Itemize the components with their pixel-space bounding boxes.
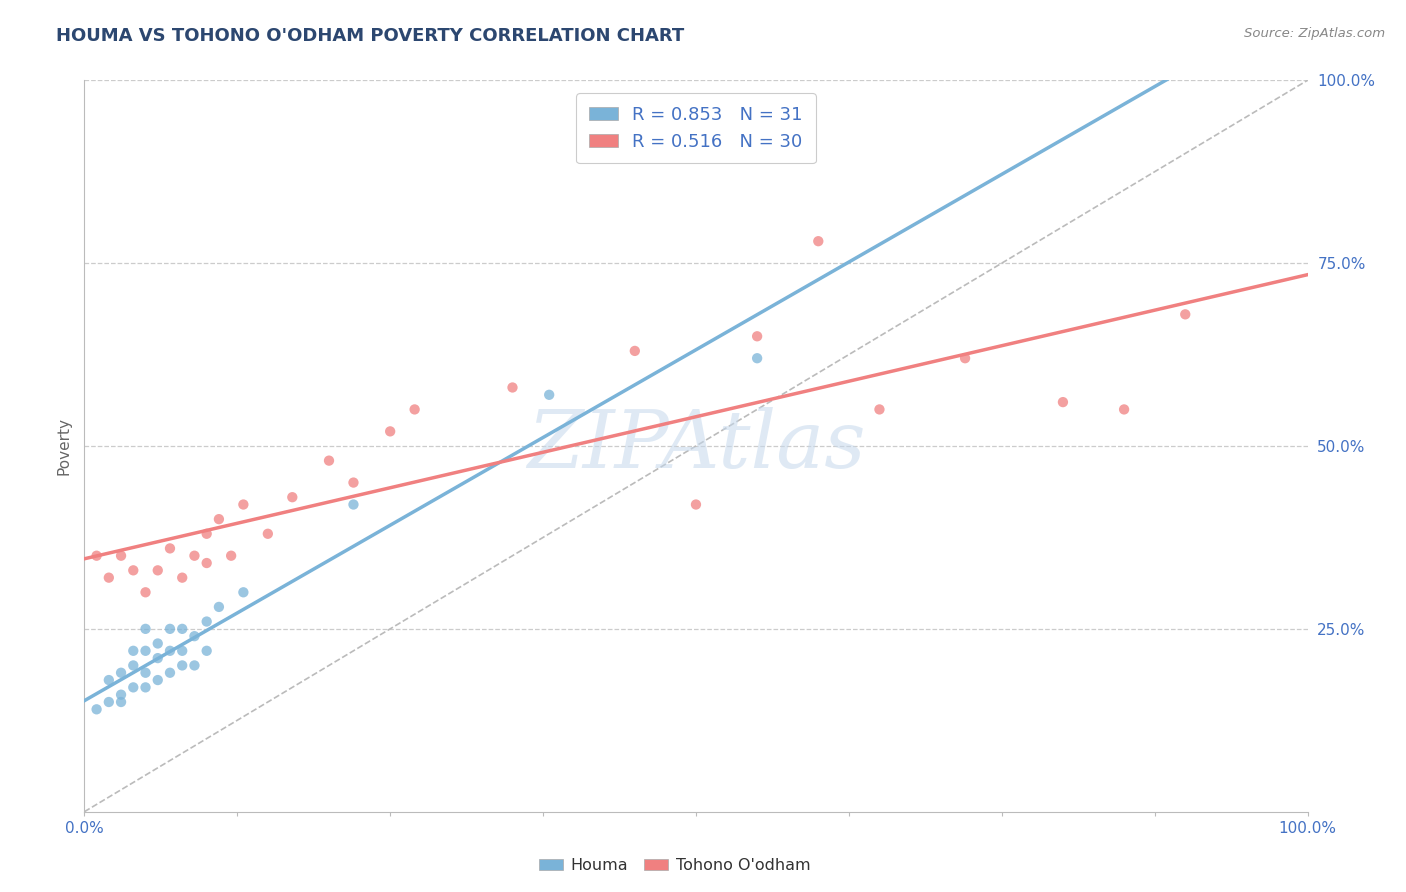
Point bbox=[342, 475, 364, 490]
Point bbox=[195, 615, 218, 629]
Point bbox=[135, 681, 157, 695]
Text: HOUMA VS TOHONO O'ODHAM POVERTY CORRELATION CHART: HOUMA VS TOHONO O'ODHAM POVERTY CORRELAT… bbox=[56, 27, 685, 45]
Point bbox=[135, 665, 157, 680]
Point bbox=[146, 673, 169, 687]
Point bbox=[159, 644, 181, 658]
Point bbox=[232, 498, 254, 512]
Point bbox=[281, 490, 304, 504]
Point bbox=[232, 585, 254, 599]
Point bbox=[538, 388, 561, 402]
Point bbox=[172, 658, 194, 673]
Point bbox=[953, 351, 976, 366]
Legend: Houma, Tohono O'odham: Houma, Tohono O'odham bbox=[533, 852, 817, 880]
Point bbox=[86, 549, 108, 563]
Point bbox=[135, 622, 157, 636]
Point bbox=[869, 402, 891, 417]
Point bbox=[318, 453, 340, 467]
Point bbox=[135, 644, 157, 658]
Point bbox=[195, 644, 218, 658]
Point bbox=[122, 658, 145, 673]
Point bbox=[110, 695, 132, 709]
Point bbox=[747, 351, 769, 366]
Text: ZIPAtlas: ZIPAtlas bbox=[527, 408, 865, 484]
Y-axis label: Poverty: Poverty bbox=[56, 417, 72, 475]
Point bbox=[172, 571, 194, 585]
Point bbox=[97, 571, 120, 585]
Point bbox=[159, 622, 181, 636]
Point bbox=[183, 629, 205, 643]
Point bbox=[183, 549, 205, 563]
Point bbox=[172, 644, 194, 658]
Point bbox=[122, 644, 145, 658]
Point bbox=[257, 526, 280, 541]
Point bbox=[342, 498, 364, 512]
Point bbox=[380, 425, 402, 439]
Point bbox=[110, 549, 132, 563]
Point bbox=[97, 673, 120, 687]
Point bbox=[807, 234, 830, 248]
Point bbox=[1052, 395, 1074, 409]
Point bbox=[110, 665, 132, 680]
Point bbox=[122, 563, 145, 577]
Point bbox=[135, 585, 157, 599]
Point bbox=[219, 549, 242, 563]
Point bbox=[86, 702, 108, 716]
Point bbox=[110, 688, 132, 702]
Point bbox=[624, 343, 647, 358]
Point bbox=[195, 556, 218, 570]
Point bbox=[208, 599, 231, 614]
Legend: R = 0.853   N = 31, R = 0.516   N = 30: R = 0.853 N = 31, R = 0.516 N = 30 bbox=[576, 93, 815, 163]
Point bbox=[404, 402, 426, 417]
Point bbox=[502, 380, 524, 394]
Point bbox=[1114, 402, 1136, 417]
Point bbox=[159, 665, 181, 680]
Point bbox=[183, 658, 205, 673]
Point bbox=[195, 526, 218, 541]
Point bbox=[146, 563, 169, 577]
Point bbox=[208, 512, 231, 526]
Point bbox=[747, 329, 769, 343]
Point bbox=[685, 498, 707, 512]
Point bbox=[1174, 307, 1197, 321]
Point bbox=[146, 636, 169, 650]
Point bbox=[97, 695, 120, 709]
Point bbox=[172, 622, 194, 636]
Text: Source: ZipAtlas.com: Source: ZipAtlas.com bbox=[1244, 27, 1385, 40]
Point bbox=[122, 681, 145, 695]
Point bbox=[146, 651, 169, 665]
Point bbox=[159, 541, 181, 556]
